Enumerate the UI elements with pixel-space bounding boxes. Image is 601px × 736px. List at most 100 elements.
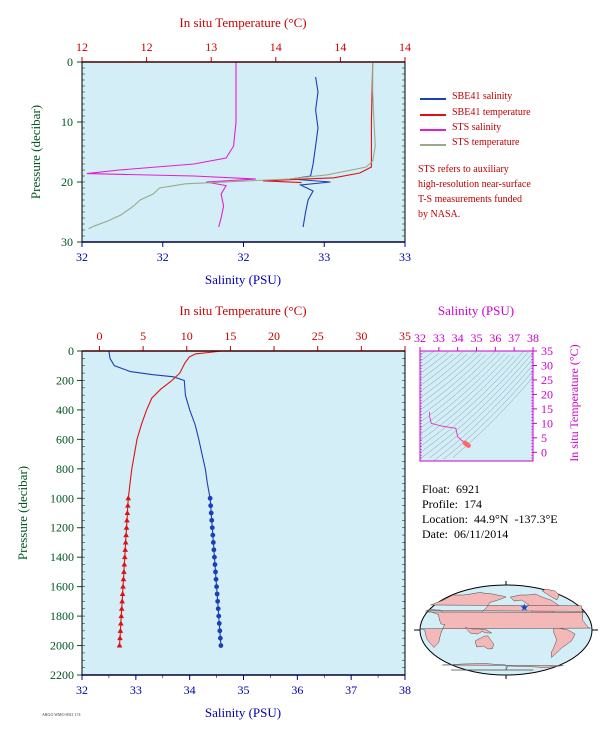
ts-temperature-tick-label: 20 [541,387,553,401]
temperature-tick-label: 12 [76,40,88,54]
temperature-marker [120,583,126,589]
salinity-marker [209,525,215,531]
temperature-tick-label: 14 [334,40,346,54]
legend-swatch [420,98,446,100]
temperature-marker [120,576,127,582]
pressure-tick-label: 400 [56,403,74,417]
ts-top-axis-title: Salinity (PSU) [438,303,514,318]
legend-swatch [420,129,446,131]
salinity-marker [217,635,223,641]
density-contour [419,351,463,386]
density-contour [419,350,435,362]
full-profile-salinity-ticks: 32 33 34 35 36 37 38 [76,674,411,697]
temperature-tick-label: 13 [205,40,217,54]
near-surface-top-axis-title: In situ Temperature (°C) [179,15,306,30]
pressure-tick-label: 200 [56,373,74,387]
ts-salinity-tick-label: 32 [414,331,426,345]
temperature-tick-label: 35 [399,329,411,343]
pressure-tick-label: 0 [68,344,74,358]
density-contour [419,353,505,429]
density-contour [419,355,515,441]
continent [550,624,576,659]
float-position-star [520,603,529,611]
ts-diagram-chart: Salinity (PSU) 32 33 34 35 36 37 38 0510152025… [414,303,581,462]
density-contour [419,351,496,417]
salinity-tick-label: 32 [76,683,88,697]
ts-salinity-tick-label: 38 [527,331,539,345]
near-surface-series [86,61,376,230]
full-profile-temperature-ticks: 0 5 10 15 20 25 30 35 [82,329,411,352]
near-surface-y-axis-title: Pressure (decibar) [28,105,43,199]
ts-salinity-tick-label: 37 [508,331,520,345]
near-surface-salinity-ticks: 32 32 32 33 33 [76,241,411,264]
salinity-marker [212,554,217,560]
ts-salinity-tick-label: 35 [471,331,483,345]
temperature-marker [121,554,128,560]
pressure-tick-label: 30 [61,235,73,249]
ts-line [428,411,466,444]
map-graticule [414,581,598,679]
density-contour [419,353,439,368]
temperature-marker [117,635,123,641]
pressure-tick-label: 2200 [50,668,74,682]
legend-swatch [420,114,446,116]
temperature-marker [125,502,131,508]
salinity-marker [215,598,221,604]
salinity-tick-label: 32 [157,250,169,264]
density-contour [419,354,510,435]
temperature-marker [119,591,126,596]
full-profile-frame [81,350,406,676]
density-contour [419,354,487,411]
pressure-tick-label: 10 [61,115,73,129]
temperature-tick-label: 30 [355,329,367,343]
density-contour [419,351,477,399]
legend-label: STS salinity [452,122,502,133]
salinity-marker [215,606,221,612]
ts-temperature-tick-label: 5 [541,431,547,445]
map-landmasses [420,588,591,671]
salinity-marker [207,495,213,501]
temperature-marker [122,546,129,552]
salinity-tick-label: 33 [318,250,330,264]
density-contour [419,353,468,392]
ts-temperature-tick-label: 35 [541,344,553,358]
note-line: by NASA. [418,209,461,220]
salinity-marker [210,532,216,538]
near-surface-temperature-ticks: 12 12 13 14 14 14 [76,40,411,63]
continent [474,635,494,650]
series-line [88,62,376,230]
near-surface-frame [81,61,406,243]
temperature-marker [121,568,127,574]
temperature-tick-label: 20 [268,329,280,343]
note-line: high-resolution near-surface [418,179,531,190]
ts-temperature-tick-label: 30 [541,358,553,372]
temperature-marker [117,627,124,633]
temperature-tick-label: 10 [181,329,193,343]
ts-temperature-tick-label: 25 [541,373,553,387]
salinity-marker [208,510,214,516]
series-line [108,350,211,499]
salinity-marker [211,547,217,553]
float-id: Float: 6921 [422,482,481,496]
ts-density-contours [419,350,534,461]
pressure-tick-label: 0 [67,55,73,69]
density-contour [419,353,454,380]
ts-marker [466,443,471,448]
temperature-marker [124,517,130,523]
density-contour [419,352,501,423]
series-line [127,350,222,499]
density-contour [419,351,425,356]
salinity-marker [212,562,218,567]
full-profile-plot-area [82,351,405,675]
salinity-tick-label: 33 [399,250,411,264]
pressure-tick-label: 1400 [50,550,74,564]
ts-salinity-tick-label: 34 [452,331,464,345]
pressure-tick-label: 1600 [50,580,74,594]
salinity-tick-label: 36 [291,683,303,697]
temperature-tick-label: 25 [312,329,324,343]
salinity-marker [216,621,222,626]
salinity-tick-label: 33 [130,683,142,697]
temperature-marker [121,561,128,567]
salinity-tick-label: 35 [238,683,250,697]
